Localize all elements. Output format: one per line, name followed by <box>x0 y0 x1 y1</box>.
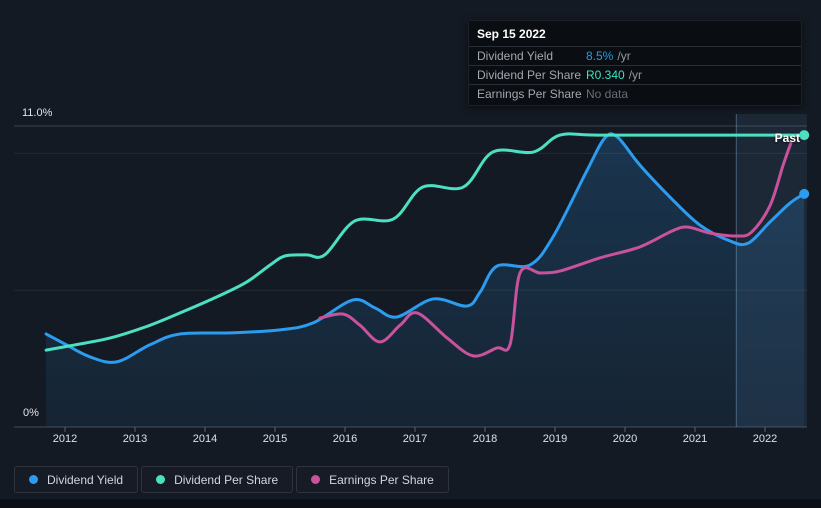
tooltip-row-dividend-yield: Dividend Yield 8.5% /yr <box>469 46 801 65</box>
tooltip-row-earnings-per-share: Earnings Per Share No data <box>469 84 801 103</box>
legend-item-dividend-yield[interactable]: Dividend Yield <box>14 466 139 493</box>
chart-legend: Dividend Yield Dividend Per Share Earnin… <box>14 466 452 493</box>
legend-label: Earnings Per Share <box>329 472 434 487</box>
legend-item-earnings-per-share[interactable]: Earnings Per Share <box>296 466 449 493</box>
tooltip-label: Dividend Per Share <box>477 68 582 82</box>
series-line-earnings-per-share[interactable] <box>318 141 793 358</box>
dividend-yield-dot-icon <box>29 475 38 484</box>
y-axis-max-label: 11.0% <box>22 107 53 119</box>
legend-item-dividend-per-share[interactable]: Dividend Per Share <box>141 466 294 493</box>
x-axis-label-2015: 2015 <box>262 433 288 445</box>
past-label: Past <box>774 131 800 145</box>
past-region-highlight <box>736 114 807 427</box>
x-axis-label-2017: 2017 <box>402 433 428 445</box>
series-end-dot-dividend-per-share <box>799 130 810 141</box>
tooltip-value: No data <box>586 87 629 101</box>
tooltip-row-dividend-per-share: Dividend Per Share R0.340 /yr <box>469 65 801 84</box>
x-axis-label-2013: 2013 <box>122 433 148 445</box>
tooltip-label: Dividend Yield <box>477 49 554 63</box>
legend-label: Dividend Per Share <box>174 472 279 487</box>
x-axis-label-2016: 2016 <box>332 433 358 445</box>
y-axis-zero-label: 0% <box>23 407 39 419</box>
x-axis-label-2022: 2022 <box>752 433 778 445</box>
tooltip-value: R0.340 <box>586 68 625 82</box>
bottom-bar <box>0 499 821 508</box>
series-end-dot-dividend-yield <box>799 188 810 199</box>
tooltip-value-suffix: /yr <box>628 68 643 82</box>
tooltip-value: 8.5% <box>586 49 614 63</box>
x-axis-label-2018: 2018 <box>472 433 498 445</box>
x-axis-label-2012: 2012 <box>52 433 78 445</box>
series-line-dividend-per-share[interactable] <box>44 132 806 352</box>
date-tooltip: Sep 15 2022 Dividend Yield 8.5% /yr Divi… <box>468 20 802 106</box>
series-line-dividend-yield[interactable] <box>44 132 806 364</box>
tooltip-value-suffix: /yr <box>617 49 631 63</box>
area-fill-dividend-yield <box>46 133 805 427</box>
earnings-per-share-dot-icon <box>311 475 321 484</box>
x-axis-label-2021: 2021 <box>682 433 708 445</box>
tooltip-label: Earnings Per Share <box>477 87 582 101</box>
tooltip-date: Sep 15 2022 <box>477 27 546 41</box>
legend-label: Dividend Yield <box>47 472 124 487</box>
dividend-per-share-dot-icon <box>156 475 166 484</box>
x-axis-label-2014: 2014 <box>192 433 218 445</box>
x-axis-label-2019: 2019 <box>542 433 568 445</box>
x-axis-label-2020: 2020 <box>612 433 638 445</box>
